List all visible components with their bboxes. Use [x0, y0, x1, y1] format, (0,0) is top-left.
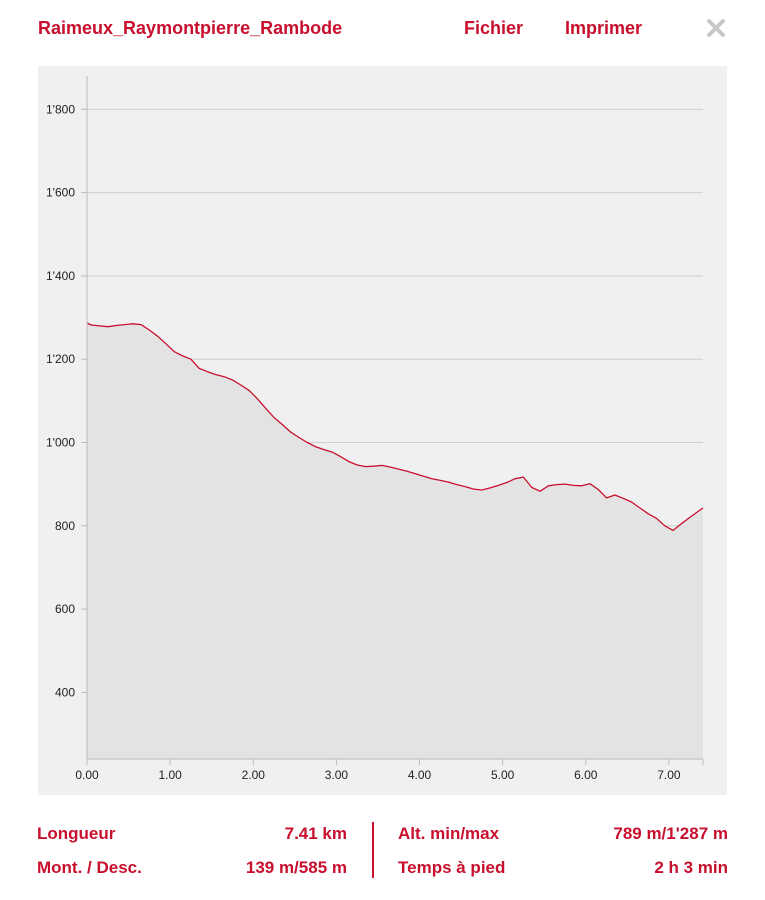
page-title: Raimeux_Raymontpierre_Rambode	[38, 18, 343, 38]
file-menu-button[interactable]: Fichier	[464, 18, 524, 38]
x-tick-label: 4.00	[408, 768, 432, 782]
length-label: Longueur	[37, 824, 116, 843]
x-tick-label: 5.00	[491, 768, 515, 782]
elevation-chart: 400 600 800 1'000 1'200 1'400 1'600 1'800 0.00 1.…	[46, 76, 704, 782]
tick-labels: 400 600 800 1'000 1'200 1'400 1'600 1'800 0.00 1.…	[46, 102, 681, 782]
ascent-descent-value: 139 m/585 m	[245, 858, 347, 877]
walking-time-value: 2 h 3 min	[654, 858, 728, 877]
x-tick-label: 2.00	[242, 768, 266, 782]
x-tick-label: 3.00	[325, 768, 349, 782]
y-tick-label: 1'200	[46, 352, 75, 366]
y-tick-label: 400	[55, 685, 75, 699]
elevation-area-fill	[87, 323, 703, 759]
elevation-chart-panel: 400 600 800 1'000 1'200 1'400 1'600 1'800 0.00 1.…	[38, 66, 727, 795]
x-tick-label: 6.00	[574, 768, 598, 782]
y-tick-label: 1'800	[46, 102, 75, 116]
altitude-value: 789 m/1'287 m	[613, 824, 728, 843]
close-icon[interactable]	[702, 14, 730, 42]
length-value: 7.41 km	[284, 824, 347, 843]
header-bar: Raimeux_Raymontpierre_Rambode Fichier Im…	[0, 0, 765, 60]
altitude-label: Alt. min/max	[398, 824, 500, 843]
x-tick-label: 7.00	[657, 768, 681, 782]
y-tick-label: 600	[55, 602, 75, 616]
ascent-descent-label: Mont. / Desc.	[37, 858, 142, 877]
walking-time-label: Temps à pied	[398, 858, 506, 877]
x-tick-label: 1.00	[158, 768, 182, 782]
x-tick-label: 0.00	[75, 768, 99, 782]
y-tick-label: 1'600	[46, 186, 75, 200]
y-tick-label: 800	[55, 519, 75, 533]
elevation-area	[86, 322, 704, 759]
axes	[81, 76, 704, 765]
y-tick-label: 1'000	[46, 435, 75, 449]
elevation-line	[86, 322, 704, 532]
stats-divider	[372, 822, 374, 878]
print-button[interactable]: Imprimer	[565, 18, 643, 38]
y-tick-label: 1'400	[46, 269, 75, 283]
